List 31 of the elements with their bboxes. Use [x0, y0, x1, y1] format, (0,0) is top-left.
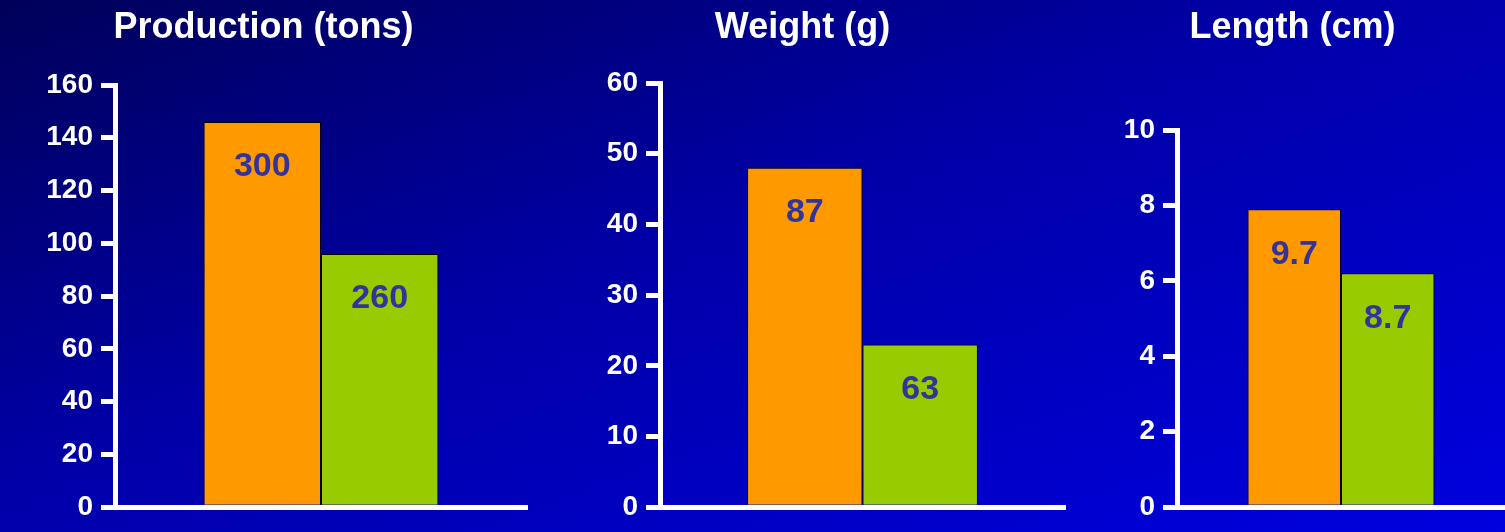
y-tick-label: 50 — [606, 136, 638, 168]
y-tick-label: 20 — [606, 348, 638, 380]
annotation: 8.7 — [1364, 296, 1412, 335]
y-tick-label: 20 — [61, 437, 93, 469]
annotation: 9.7 — [1270, 232, 1318, 271]
y-tick-label: 2 — [1139, 414, 1155, 446]
y-tick-label: 8 — [1139, 188, 1155, 220]
y-tick-label: 10 — [1123, 112, 1155, 144]
chart-title: Production (tons) — [113, 4, 414, 46]
y-tick-label: 0 — [622, 489, 638, 521]
annotation: 63 — [901, 367, 940, 406]
chart-title: Length (cm) — [1189, 4, 1396, 46]
y-tick-label: 30 — [606, 277, 638, 309]
y-tick-label: 160 — [46, 67, 93, 99]
y-tick-label: 4 — [1139, 339, 1156, 371]
y-tick-label: 80 — [61, 278, 93, 310]
annotation: 300 — [233, 145, 291, 184]
y-tick-label: 140 — [46, 120, 93, 152]
y-tick-label: 120 — [46, 173, 93, 205]
y-tick-label: 100 — [46, 226, 93, 258]
y-tick-label: 60 — [606, 65, 638, 97]
y-tick-label: 10 — [606, 419, 638, 451]
y-tick-label: 0 — [1139, 489, 1155, 521]
y-tick-label: 0 — [77, 489, 93, 521]
y-tick-label: 40 — [606, 207, 638, 239]
annotation: 87 — [785, 191, 824, 230]
y-tick-label: 40 — [61, 384, 93, 416]
y-tick-label: 6 — [1139, 263, 1155, 295]
chart-title: Weight (g) — [714, 4, 891, 46]
y-tick-label: 60 — [61, 331, 93, 363]
annotation: 260 — [351, 277, 409, 316]
